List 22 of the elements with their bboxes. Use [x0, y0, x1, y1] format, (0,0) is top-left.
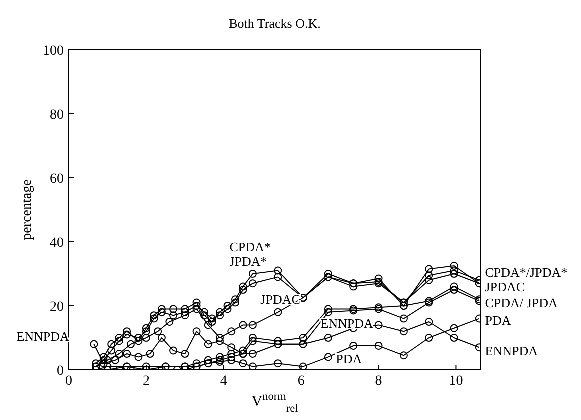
y-tick-label: 100 — [43, 44, 64, 59]
annotation: ENNPDA — [485, 343, 539, 358]
y-axis-title: percentage — [20, 180, 35, 240]
annotation: PDA — [336, 351, 363, 366]
annotation: ENNPDA — [320, 316, 374, 332]
y-tick-label: 80 — [50, 108, 64, 123]
x-tick-label: 8 — [375, 374, 382, 389]
x-tick-label: 10 — [449, 374, 464, 389]
annotation: CPDA/ JPDA — [485, 295, 558, 310]
y-tick-label: 20 — [50, 300, 64, 315]
annotation: CPDA*/JPDA* — [485, 264, 568, 280]
x-tick-label: 2 — [142, 374, 150, 389]
y-tick-label: 40 — [50, 236, 64, 251]
x-tick-label: 6 — [298, 374, 305, 389]
chart-title: Both Tracks O.K. — [229, 16, 321, 31]
y-tick-label: 0 — [57, 364, 64, 379]
annotation: PDA — [485, 312, 512, 328]
x-tick-label: 4 — [220, 374, 228, 389]
annotation: JPDA* — [230, 254, 268, 269]
annotation: JPDAC — [485, 279, 526, 294]
y-tick-label: 60 — [50, 172, 64, 187]
annotation: CPDA* — [230, 239, 271, 254]
